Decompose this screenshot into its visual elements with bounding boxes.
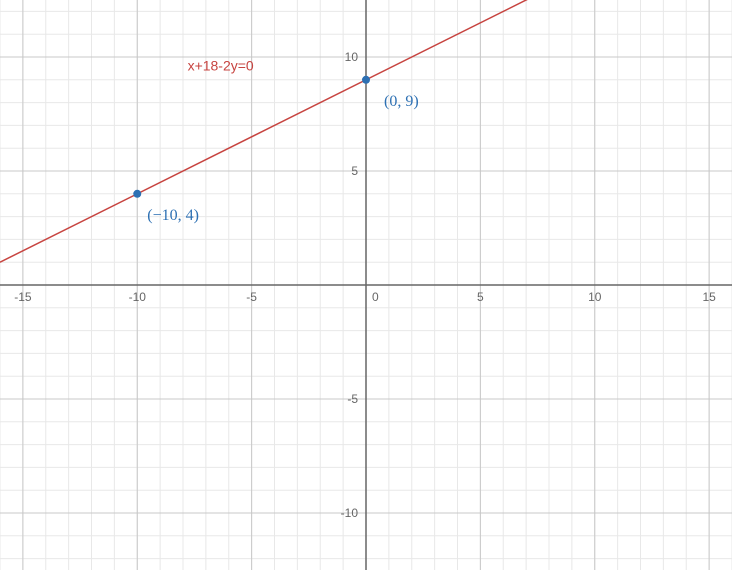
equation-label: x+18-2y=0	[188, 58, 254, 74]
x-tick-label: -15	[14, 290, 32, 304]
x-tick-label: -5	[246, 290, 257, 304]
x-tick-label: 5	[477, 290, 484, 304]
point-label: (0, 9)	[384, 93, 419, 110]
y-tick-label: -10	[341, 506, 359, 520]
chart-svg: -15 -10 -5 0 5 10 15 -10 -5 5 10 x+18-2y=0 (−10, 4) (…	[0, 0, 732, 570]
x-tick-label: 10	[588, 290, 602, 304]
x-tick-label: 0	[372, 290, 379, 304]
y-tick-label: 5	[351, 164, 358, 178]
data-point	[133, 190, 141, 198]
point-label: (−10, 4)	[147, 207, 199, 224]
x-tick-label: -10	[129, 290, 147, 304]
y-tick-label: -5	[347, 392, 358, 406]
y-tick-label: 10	[345, 50, 359, 64]
coordinate-plane-chart: -15 -10 -5 0 5 10 15 -10 -5 5 10 x+18-2y=0 (−10, 4) (…	[0, 0, 732, 570]
data-point	[362, 76, 370, 84]
x-tick-label: 15	[702, 290, 716, 304]
